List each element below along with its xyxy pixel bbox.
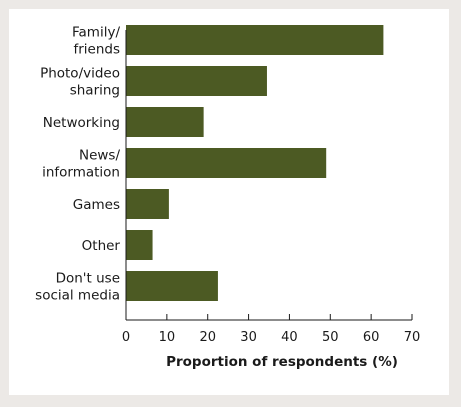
category-label: Photo/video [40,66,120,82]
x-axis-ticks: 0 10 20 30 40 50 60 70 [122,314,420,345]
category-label: social media [35,288,120,304]
category-label: sharing [70,83,120,99]
category-label: Networking [43,115,120,131]
x-tick-label: 10 [159,330,176,345]
category-label: information [42,165,120,181]
category-label: friends [73,42,120,58]
bar-3 [126,148,327,178]
x-tick-label: 70 [404,330,421,345]
x-tick-label: 50 [322,330,339,345]
category-label: Other [82,238,121,254]
x-tick-label: 0 [122,330,130,345]
x-tick-label: 30 [240,330,257,345]
bars-group [126,25,384,301]
bar-1 [126,66,267,96]
category-label: News/ [79,148,120,164]
bar-5 [126,230,153,260]
bar-4 [126,189,169,219]
category-label: Family/ [72,25,120,41]
x-tick-label: 60 [363,330,380,345]
bar-2 [126,107,204,137]
bar-6 [126,271,218,301]
bar-0 [126,25,384,55]
x-tick-label: 20 [199,330,216,345]
category-label: Games [73,197,120,213]
x-tick-label: 40 [281,330,298,345]
category-label: Don't use [56,271,120,287]
x-axis-title: Proportion of respondents (%) [166,354,398,370]
